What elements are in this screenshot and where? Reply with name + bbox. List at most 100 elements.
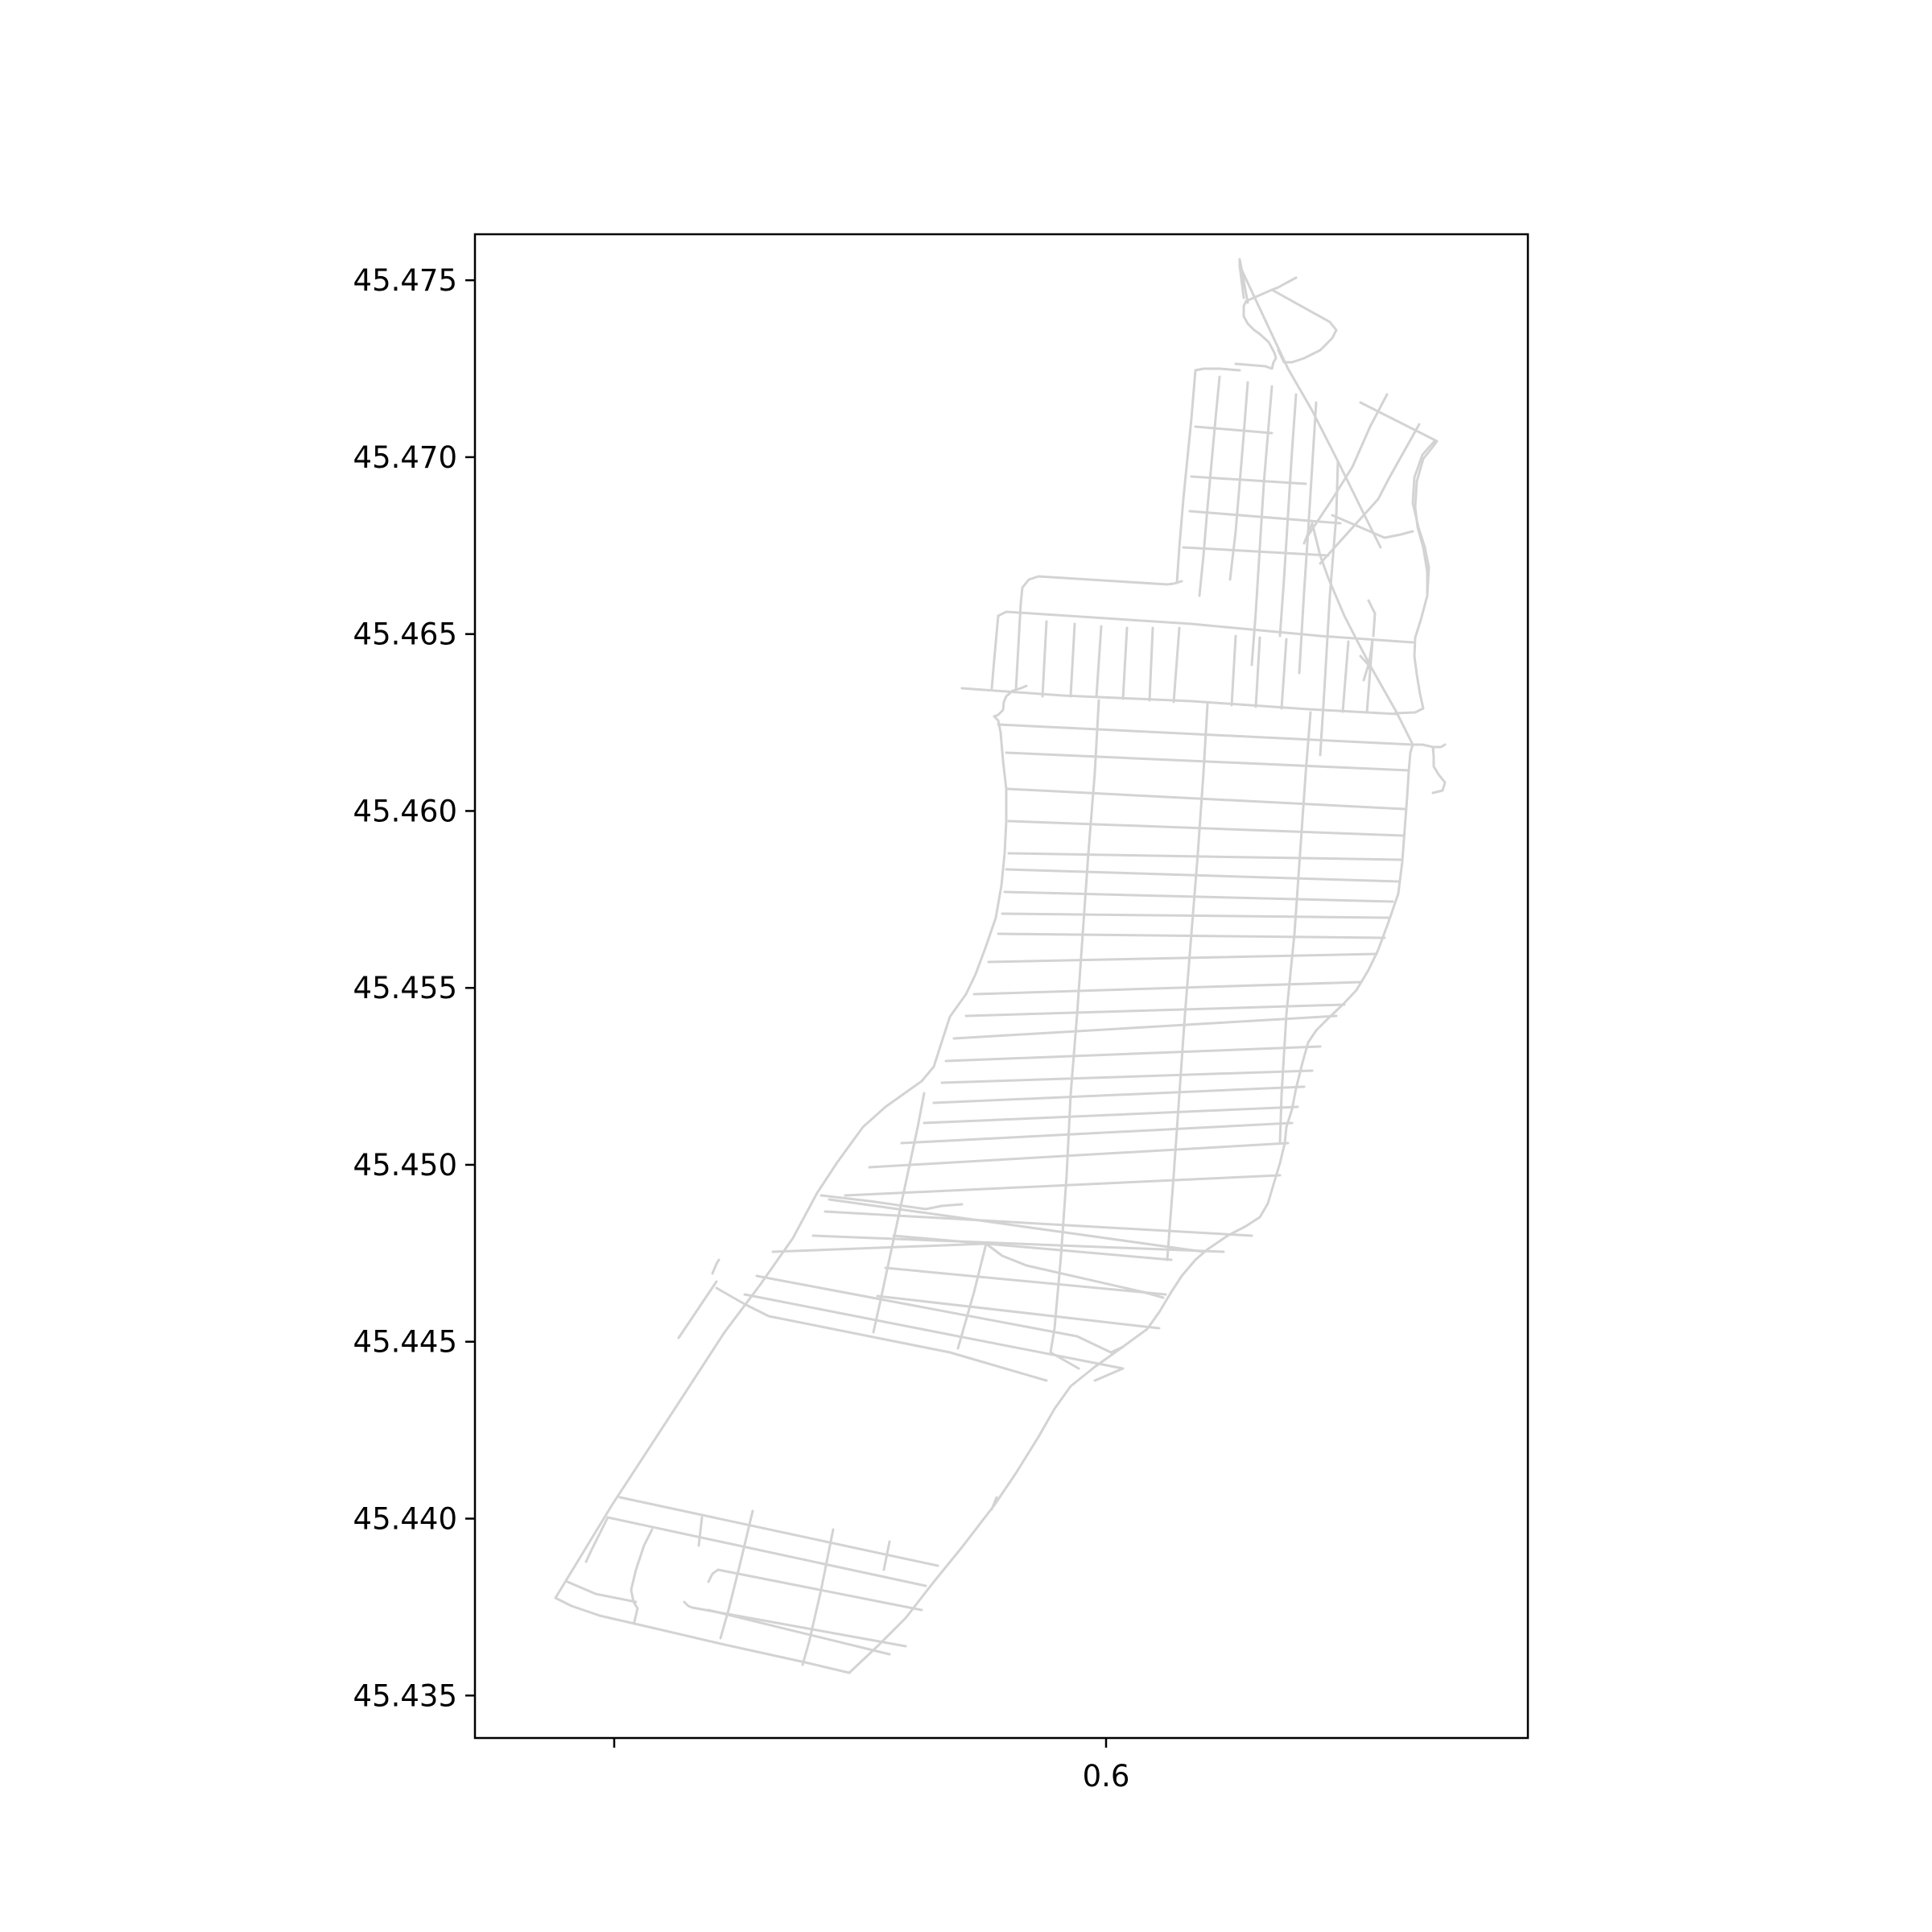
street-edge xyxy=(819,1194,964,1211)
street-edge xyxy=(1007,819,1405,837)
street-edge xyxy=(1254,636,1261,708)
y-tick-label-4: 45.455 xyxy=(353,971,457,1005)
street-edge xyxy=(892,1234,1173,1261)
street-edge xyxy=(1302,522,1414,746)
y-tick-label-7: 45.440 xyxy=(353,1501,457,1536)
street-edge xyxy=(997,610,1414,644)
street-edge xyxy=(771,1242,988,1253)
street-edge xyxy=(900,1121,1294,1145)
street-edge xyxy=(755,1274,1125,1354)
street-edge xyxy=(1280,638,1288,710)
street-edge xyxy=(1175,369,1197,584)
street-edge xyxy=(944,1045,1322,1063)
street-edge xyxy=(876,1294,1161,1330)
street-edge xyxy=(1007,852,1402,861)
street-edge xyxy=(1019,575,1183,605)
street-network xyxy=(554,258,1447,1674)
street-edge xyxy=(743,1293,1125,1382)
street-edge xyxy=(1228,381,1249,581)
plot-area xyxy=(473,233,1530,1740)
street-edge xyxy=(985,1242,1165,1299)
street-edge xyxy=(1095,625,1103,699)
street-edge xyxy=(618,1496,939,1567)
street-edge xyxy=(1166,703,1209,1261)
street-edge xyxy=(683,1600,907,1648)
street-edge xyxy=(1041,620,1048,698)
y-tick-label-2: 45.465 xyxy=(353,617,457,652)
street-edge xyxy=(828,1198,1205,1253)
street-edge xyxy=(972,980,1362,996)
street-edge xyxy=(1049,699,1100,1354)
street-edge xyxy=(1049,1351,1080,1370)
street-edge xyxy=(868,1141,1290,1169)
street-edge xyxy=(811,1234,1225,1253)
street-edge xyxy=(952,1014,1338,1040)
street-edge xyxy=(1367,638,1374,670)
x-axis: 0.6 xyxy=(613,1738,1130,1794)
street-edge xyxy=(1003,890,1394,903)
street-edge xyxy=(1250,385,1274,667)
street-edge xyxy=(1182,546,1330,557)
street-edge xyxy=(1307,393,1389,537)
street-edge xyxy=(824,1210,1253,1237)
street-edge xyxy=(711,1258,720,1275)
y-tick-label-3: 45.460 xyxy=(353,794,457,828)
street-edge xyxy=(1319,423,1421,565)
street-edge xyxy=(1001,912,1390,919)
street-edge xyxy=(940,1069,1314,1084)
street-edge xyxy=(554,1596,851,1674)
street-edge xyxy=(848,743,1414,1674)
street-edge xyxy=(1005,868,1400,883)
street-edge xyxy=(1188,510,1342,525)
street-edge xyxy=(964,1003,1346,1018)
y-tick-label-1: 45.470 xyxy=(353,440,457,475)
street-edge xyxy=(990,1496,998,1511)
street-edge xyxy=(1121,626,1129,700)
street-edge xyxy=(606,1516,927,1587)
street-edge xyxy=(707,1608,891,1656)
street-edge xyxy=(872,1092,926,1334)
street-edge xyxy=(715,1286,1048,1382)
street-edge xyxy=(993,684,1028,718)
x-tick-label-1: 0.6 xyxy=(1083,1759,1130,1794)
street-edge xyxy=(997,932,1386,939)
y-tick-label-6: 45.445 xyxy=(353,1325,457,1360)
street-edge xyxy=(697,1516,704,1547)
street-edge xyxy=(1230,634,1237,707)
street-edge xyxy=(1431,745,1447,795)
street-edge xyxy=(1172,626,1181,704)
street-edge xyxy=(1278,393,1298,638)
street-edge xyxy=(884,1266,1167,1296)
street-edge xyxy=(882,1540,891,1571)
street-edge xyxy=(1190,475,1307,485)
street-edge xyxy=(1005,751,1410,772)
street-edge xyxy=(584,1516,609,1563)
street-edge xyxy=(1367,599,1377,638)
y-tick-label-0: 45.475 xyxy=(353,263,457,298)
street-edge xyxy=(677,1280,718,1340)
street-edge xyxy=(923,1105,1299,1125)
street-edge xyxy=(960,687,1398,716)
y-tick-label-5: 45.450 xyxy=(353,1148,457,1183)
street-edge xyxy=(1278,711,1312,1145)
street-edge xyxy=(707,1568,923,1612)
street-edge xyxy=(844,1174,1282,1197)
street-edge xyxy=(1331,514,1414,539)
street-edge xyxy=(1238,264,1382,549)
street-edge xyxy=(932,1085,1306,1104)
street-edge xyxy=(990,614,1000,690)
y-tick-label-8: 45.435 xyxy=(353,1678,457,1713)
street-edge xyxy=(1198,375,1221,597)
street-edge xyxy=(1319,460,1340,757)
street-edge xyxy=(630,1528,654,1624)
street-edge xyxy=(997,723,1414,746)
axes-frame xyxy=(473,233,1530,1740)
street-edge xyxy=(1014,602,1022,691)
street-edge xyxy=(1194,367,1241,372)
street-edge xyxy=(1194,425,1274,435)
street-edge xyxy=(801,1528,835,1666)
street-edge xyxy=(1298,401,1318,675)
street-edge xyxy=(1069,622,1076,698)
street-edge xyxy=(1148,626,1154,702)
